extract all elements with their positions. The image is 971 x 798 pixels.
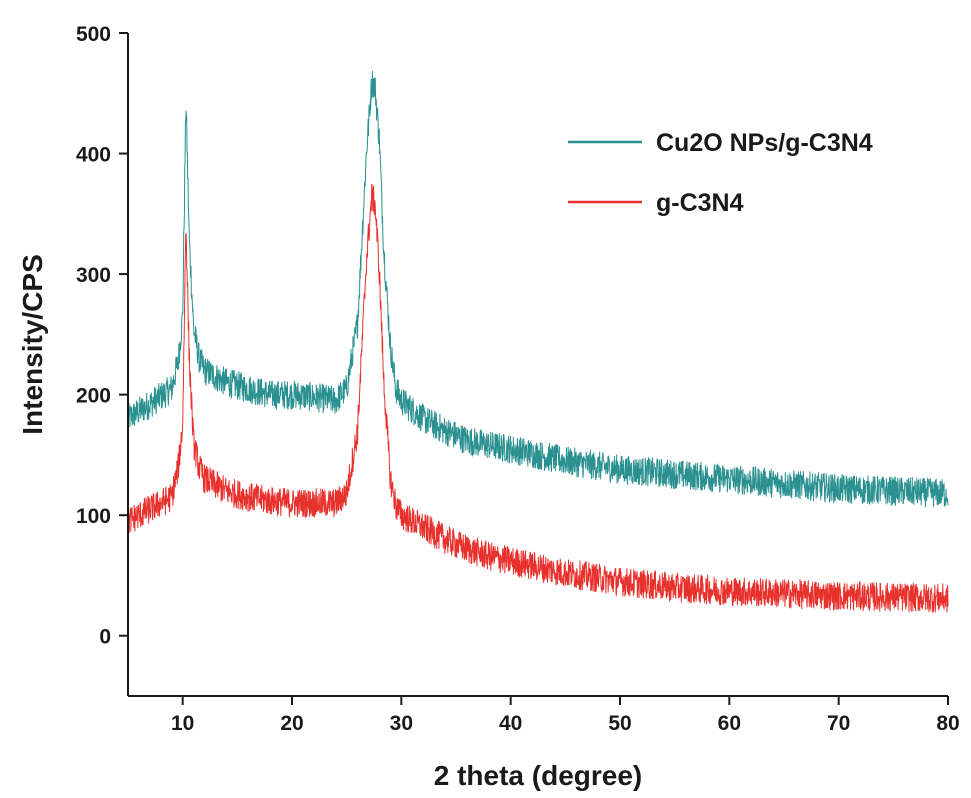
- y-tick-label: 100: [76, 505, 111, 528]
- x-tick-label: 30: [390, 712, 413, 735]
- legend-label: Cu2O NPs/g-C3N4: [656, 129, 873, 157]
- x-tick-label: 10: [171, 712, 194, 735]
- legend: Cu2O NPs/g-C3N4 g-C3N4: [568, 129, 873, 217]
- y-tick-label: 300: [76, 264, 111, 287]
- series-line-1: [127, 70, 949, 508]
- x-tick-label: 40: [499, 712, 522, 735]
- y-tick-label: 0: [99, 626, 111, 649]
- x-tick-label: 20: [280, 712, 303, 735]
- x-axis-label: 2 theta (degree): [434, 760, 643, 791]
- x-tick-label: 80: [936, 712, 959, 735]
- legend-label: g-C3N4: [656, 189, 744, 217]
- y-tick-label: 500: [76, 23, 111, 46]
- y-tick-label: 200: [76, 385, 111, 408]
- axes: [127, 33, 948, 697]
- y-tick-label: 400: [76, 144, 111, 167]
- tick-marks: 10 20 30 40 50 60 70 80 0 100 200 300 400 500: [76, 23, 960, 735]
- y-axis-label: Intensity/CPS: [17, 254, 48, 434]
- x-tick-label: 60: [718, 712, 741, 735]
- series-layer: [127, 70, 949, 613]
- series-line-2: [127, 183, 949, 613]
- x-tick-label: 50: [608, 712, 631, 735]
- x-tick-label: 70: [827, 712, 850, 735]
